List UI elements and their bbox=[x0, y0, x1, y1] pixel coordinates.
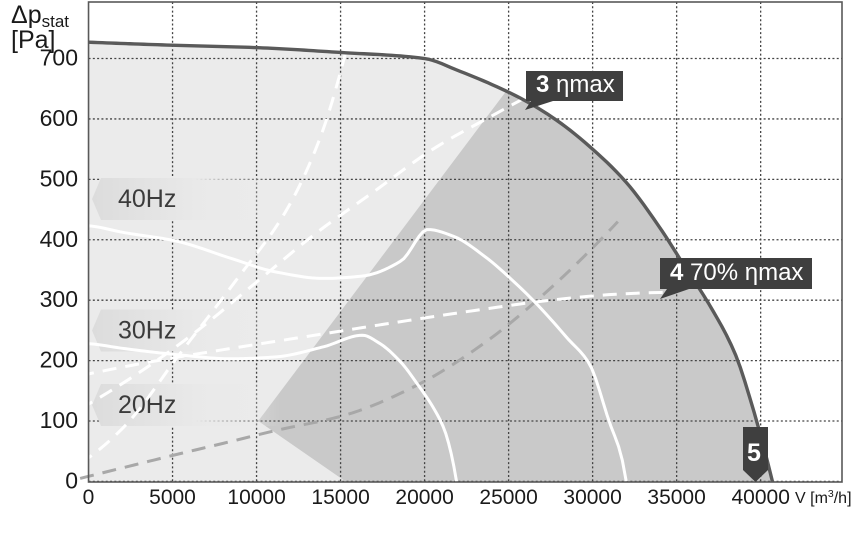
svg-text:5: 5 bbox=[747, 439, 761, 467]
svg-text:15000: 15000 bbox=[311, 486, 369, 509]
svg-text:300: 300 bbox=[40, 286, 78, 312]
svg-text:10000: 10000 bbox=[227, 486, 285, 509]
svg-text:V [m3/h]: V [m3/h] bbox=[795, 488, 852, 507]
svg-text:3 ηmax: 3 ηmax bbox=[536, 71, 615, 98]
svg-text:35000: 35000 bbox=[647, 486, 705, 509]
svg-text:5000: 5000 bbox=[149, 486, 196, 509]
svg-text:[Pa]: [Pa] bbox=[11, 26, 55, 54]
svg-text:20000: 20000 bbox=[395, 486, 453, 509]
svg-text:4 70% ηmax: 4 70% ηmax bbox=[670, 259, 803, 286]
svg-text:30000: 30000 bbox=[563, 486, 621, 509]
svg-text:30Hz: 30Hz bbox=[118, 317, 176, 345]
svg-text:40Hz: 40Hz bbox=[118, 185, 176, 213]
svg-text:600: 600 bbox=[40, 105, 78, 131]
svg-text:0: 0 bbox=[83, 486, 95, 509]
svg-text:20Hz: 20Hz bbox=[118, 391, 176, 419]
svg-text:400: 400 bbox=[40, 226, 78, 252]
svg-text:500: 500 bbox=[40, 165, 78, 191]
svg-text:100: 100 bbox=[40, 407, 78, 433]
svg-text:0: 0 bbox=[65, 467, 78, 493]
svg-text:25000: 25000 bbox=[479, 486, 537, 509]
svg-text:40000: 40000 bbox=[731, 486, 789, 509]
svg-text:200: 200 bbox=[40, 347, 78, 373]
